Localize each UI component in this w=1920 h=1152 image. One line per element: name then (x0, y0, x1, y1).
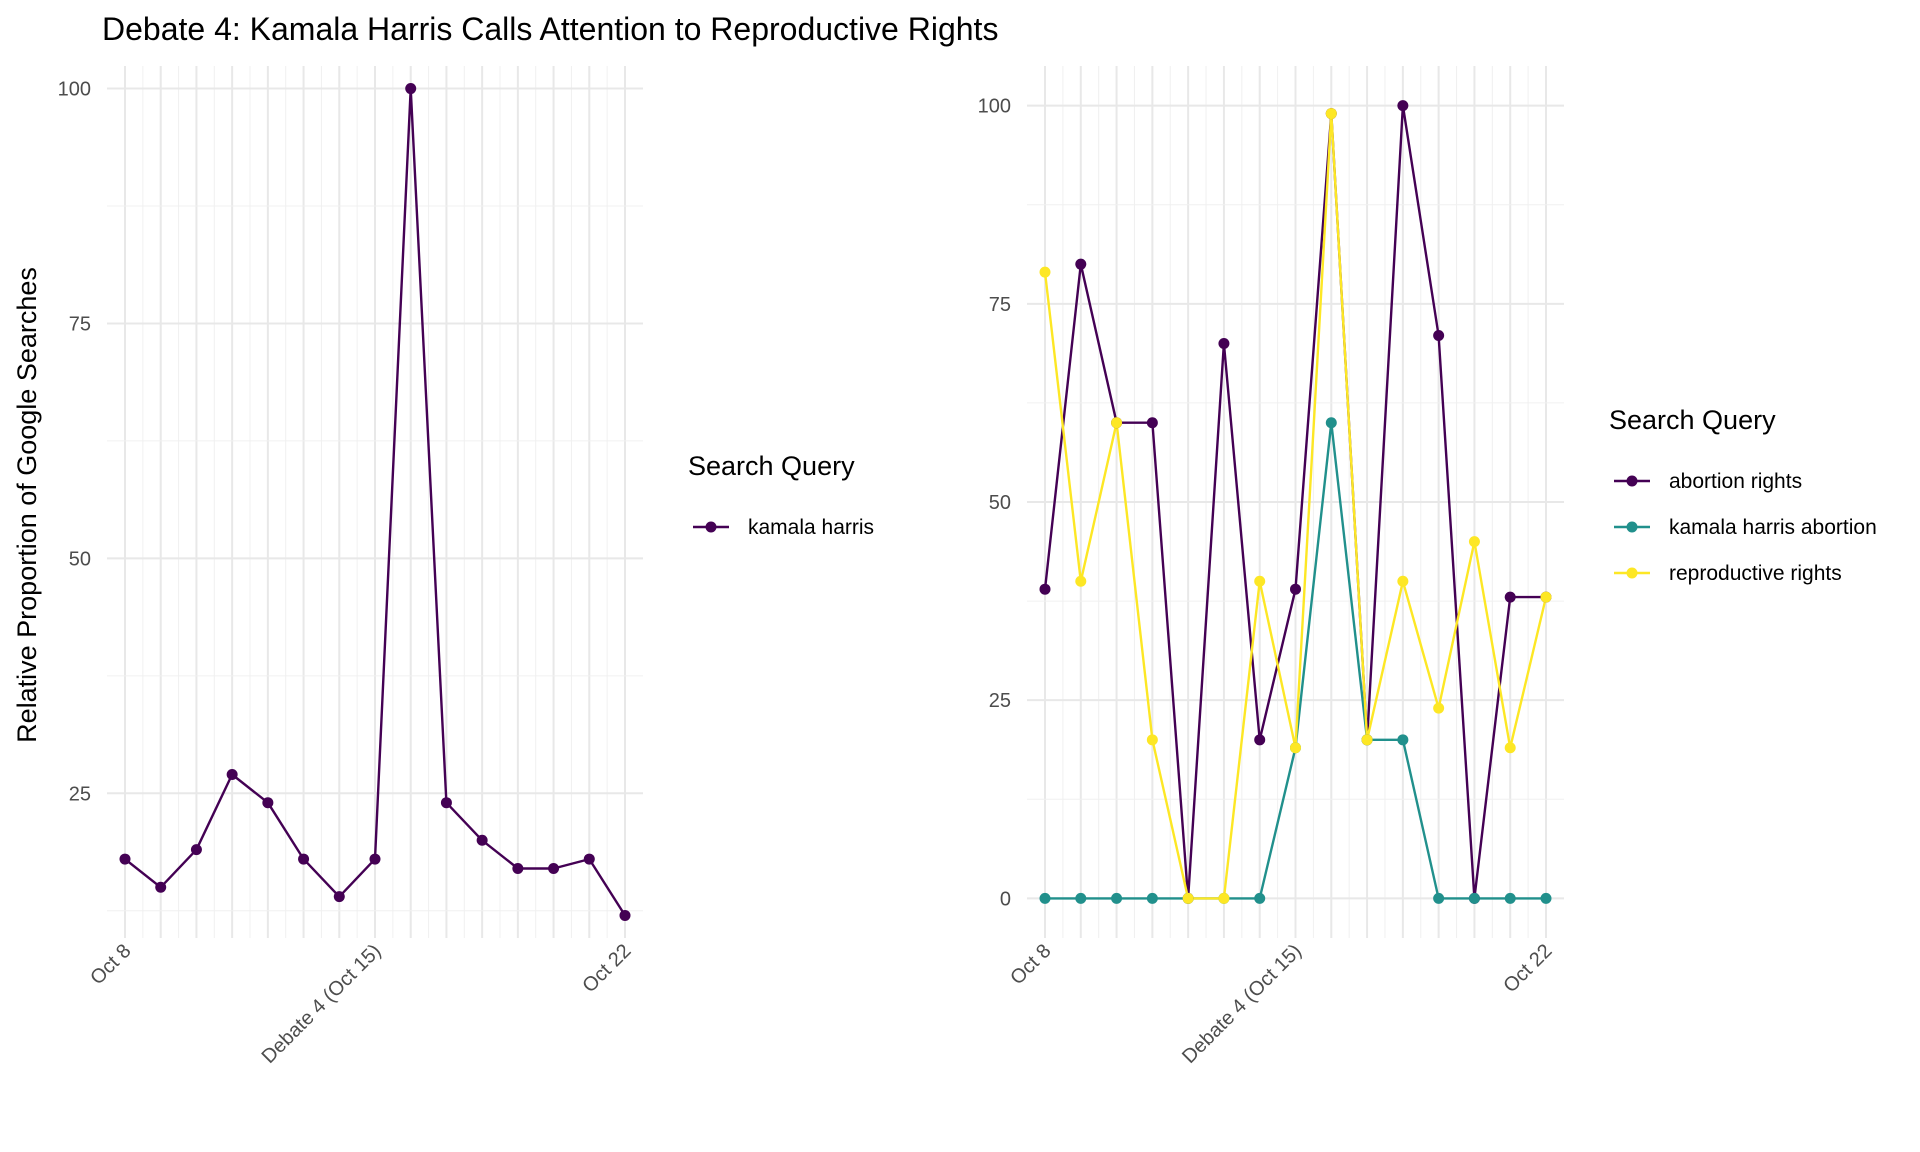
y-tick-label: 0 (1000, 888, 1011, 910)
data-point-kamala-harris (548, 862, 560, 874)
data-point-abortion-rights (1075, 258, 1087, 270)
data-point-kamala-harris-abortion (1540, 892, 1552, 904)
legend-label: abortion rights (1669, 470, 1802, 493)
data-point-reproductive-rights (1146, 734, 1158, 746)
data-point-abortion-rights (1146, 417, 1158, 429)
y-axis-label: Relative Proportion of Google Searches (12, 267, 42, 743)
data-point-kamala-harris-abortion (1325, 417, 1337, 429)
data-point-kamala-harris (155, 881, 167, 893)
data-point-abortion-rights (1504, 591, 1516, 603)
data-point-reproductive-rights (1075, 575, 1087, 587)
legend-title: Search Query (1609, 405, 1776, 435)
data-point-kamala-harris (512, 862, 524, 874)
data-point-abortion-rights (1290, 583, 1301, 595)
data-point-kamala-harris (583, 853, 595, 865)
data-point-reproductive-rights (1290, 742, 1301, 754)
data-point-kamala-harris (369, 853, 381, 865)
legend-label: kamala harris (748, 516, 874, 539)
data-point-kamala-harris-abortion (1146, 892, 1158, 904)
data-point-kamala-harris-abortion (1468, 892, 1480, 904)
data-point-abortion-rights (1433, 330, 1445, 342)
data-point-kamala-harris-abortion (1433, 892, 1445, 904)
data-point-kamala-harris (333, 891, 345, 903)
data-point-kamala-harris (476, 834, 488, 846)
y-tick-label: 100 (978, 96, 1011, 118)
legend-title: Search Query (688, 451, 855, 481)
data-point-reproductive-rights (1540, 591, 1552, 603)
y-tick-label: 50 (69, 548, 91, 570)
data-point-kamala-harris (190, 844, 202, 856)
data-point-reproductive-rights (1468, 536, 1480, 548)
data-point-abortion-rights (1039, 583, 1051, 595)
y-tick-label: 100 (58, 79, 91, 101)
data-point-kamala-harris (405, 83, 417, 95)
data-point-reproductive-rights (1182, 892, 1194, 904)
data-point-kamala-harris (226, 769, 238, 780)
data-point-kamala-harris-abortion (1397, 734, 1409, 746)
legend-key-point (1626, 521, 1638, 533)
data-point-kamala-harris (262, 797, 274, 809)
data-point-abortion-rights (1218, 337, 1230, 349)
data-point-kamala-harris-abortion (1254, 892, 1266, 904)
data-point-reproductive-rights (1504, 742, 1516, 754)
chart-title: Debate 4: Kamala Harris Calls Attention … (102, 11, 998, 47)
y-tick-label: 50 (989, 492, 1011, 514)
data-point-kamala-harris (619, 909, 631, 921)
data-point-kamala-harris-abortion (1111, 892, 1123, 904)
data-point-kamala-harris (298, 853, 310, 865)
right-legend: Search Query abortion rights kamala harris… (1609, 405, 1877, 585)
data-point-kamala-harris-abortion (1075, 892, 1087, 904)
data-point-kamala-harris (119, 853, 131, 865)
y-tick-label: 75 (69, 313, 91, 335)
data-point-reproductive-rights (1397, 575, 1409, 587)
data-point-abortion-rights (1254, 734, 1266, 746)
legend-label: kamala harris abortion (1669, 516, 1877, 539)
left-legend: Search Query kamala harris (688, 451, 874, 539)
data-point-reproductive-rights (1111, 417, 1123, 429)
data-point-kamala-harris-abortion (1504, 892, 1516, 904)
data-point-reproductive-rights (1039, 266, 1051, 278)
data-point-reproductive-rights (1325, 108, 1337, 120)
y-tick-label: 75 (989, 294, 1011, 316)
data-point-kamala-harris-abortion (1039, 892, 1051, 904)
data-point-kamala-harris (440, 797, 452, 809)
legend-key-point (1626, 475, 1638, 487)
data-point-reproductive-rights (1433, 702, 1445, 714)
data-point-reproductive-rights (1218, 892, 1230, 904)
legend-label: reproductive rights (1669, 562, 1842, 585)
legend-key-point (1626, 567, 1638, 579)
data-point-reproductive-rights (1254, 575, 1266, 587)
y-tick-label: 25 (989, 690, 1011, 712)
y-tick-label: 25 (69, 783, 91, 805)
data-point-abortion-rights (1397, 100, 1409, 112)
data-point-reproductive-rights (1361, 734, 1373, 746)
legend-key-point (705, 521, 717, 533)
